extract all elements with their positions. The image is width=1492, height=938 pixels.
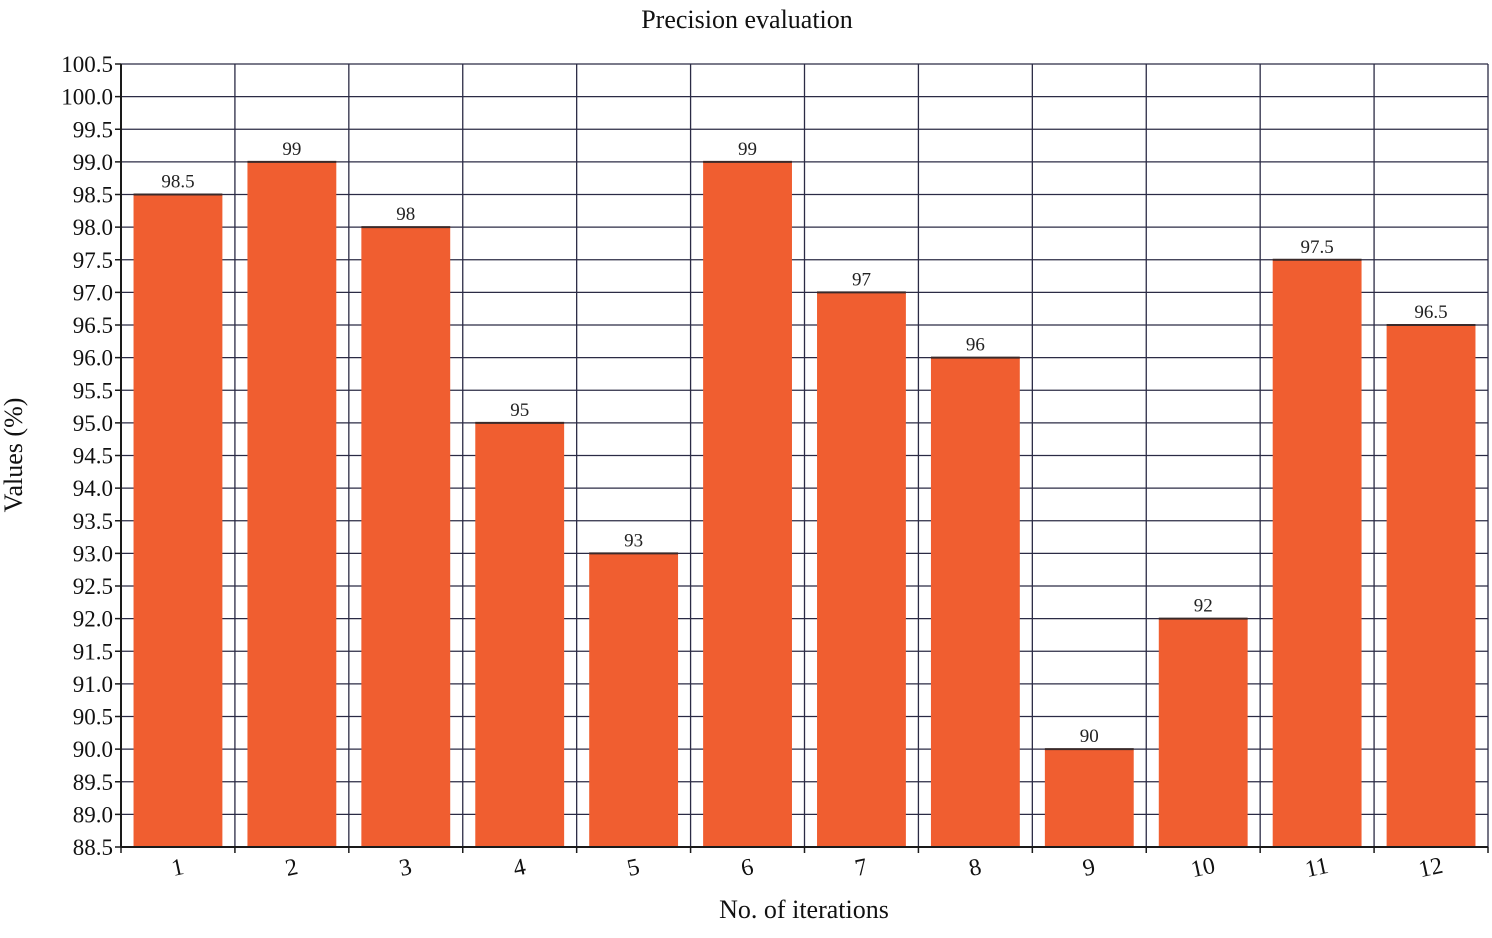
axes xyxy=(115,63,1489,853)
x-tick-label: 2 xyxy=(283,854,300,882)
x-tick-label: 8 xyxy=(967,854,984,882)
x-tick-label: 10 xyxy=(1189,853,1218,883)
y-tick-label: 91.5 xyxy=(73,639,113,664)
y-tick-label: 99.5 xyxy=(73,117,113,142)
y-tick-label: 89.0 xyxy=(73,802,113,827)
data-label: 99 xyxy=(282,139,301,160)
data-label-background xyxy=(619,529,648,551)
bar-2 xyxy=(247,161,337,847)
y-tick-label: 93.5 xyxy=(73,509,113,534)
data-label: 93 xyxy=(624,530,643,551)
y-tick-label: 99.0 xyxy=(73,150,113,175)
x-tick-label: 11 xyxy=(1303,853,1331,883)
y-tick-label: 95.0 xyxy=(73,411,113,436)
data-label-background xyxy=(505,398,534,420)
data-label-background xyxy=(1293,235,1342,257)
y-tick-label: 94.5 xyxy=(73,444,113,469)
data-label-background xyxy=(391,203,420,225)
y-tick-labels: 88.5 89.0 89.5 90.0 90.5 91.0 91.5 92.0 92.5 93.0… xyxy=(61,52,113,860)
y-tick-label: 96.0 xyxy=(73,346,113,371)
x-tick-label: 4 xyxy=(511,854,528,882)
data-label-background xyxy=(1189,594,1218,616)
y-tick-label: 96.5 xyxy=(73,313,113,338)
x-axis-title: No. of iterations xyxy=(719,895,889,924)
x-tick-label: 5 xyxy=(625,854,642,882)
bar-8 xyxy=(930,357,1020,847)
y-tick-label: 100.5 xyxy=(61,52,113,77)
bar-5 xyxy=(589,553,679,847)
data-label-background xyxy=(277,137,306,159)
x-tick-label: 6 xyxy=(739,854,756,882)
bar-1 xyxy=(133,194,223,847)
data-label: 98 xyxy=(396,204,415,225)
y-axis-title: Values (%) xyxy=(0,398,28,513)
bar-12 xyxy=(1386,325,1476,847)
x-tick-label: 9 xyxy=(1081,854,1098,882)
x-tick-labels: 1 2 3 4 5 6 7 8 9 10 11 12 xyxy=(169,853,1445,883)
data-label-background xyxy=(733,137,762,159)
y-tick-label: 92.0 xyxy=(73,607,113,632)
data-labels: 98.5 99 98 95 93 99 97 96 90 92 97.5 96.5 xyxy=(153,137,1456,747)
data-label: 97.5 xyxy=(1301,237,1334,258)
y-tick-label: 90.0 xyxy=(73,737,113,762)
y-tick-label: 98.5 xyxy=(73,183,113,208)
bar-6 xyxy=(703,161,792,847)
y-tick-label: 91.0 xyxy=(73,672,113,697)
x-tick-label: 7 xyxy=(853,854,870,882)
y-tick-label: 88.5 xyxy=(73,835,113,860)
bar-3 xyxy=(361,227,451,847)
data-label-background xyxy=(961,333,990,355)
data-label-background xyxy=(847,268,876,290)
data-label: 96.5 xyxy=(1414,302,1447,323)
bar-4 xyxy=(475,422,565,847)
data-label: 96 xyxy=(966,335,985,356)
bar-11 xyxy=(1272,259,1362,847)
data-label: 95 xyxy=(510,400,529,421)
data-label: 98.5 xyxy=(161,172,194,193)
y-tick-label: 90.5 xyxy=(73,705,113,730)
y-tick-label: 98.0 xyxy=(73,215,113,240)
y-tick-label: 93.0 xyxy=(73,541,113,566)
y-tick-label: 94.0 xyxy=(73,476,113,501)
x-tick-label: 1 xyxy=(169,854,186,882)
chart-title: Precision evaluation xyxy=(641,5,853,34)
grid-lines xyxy=(120,63,1489,848)
data-label-background xyxy=(1407,301,1456,322)
data-label: 97 xyxy=(852,269,871,290)
y-tick-label: 97.0 xyxy=(73,280,113,305)
data-label: 92 xyxy=(1194,596,1213,617)
bars xyxy=(133,160,1476,847)
y-tick-label: 89.5 xyxy=(73,770,113,795)
bar-10 xyxy=(1158,618,1248,847)
bar-9 xyxy=(1044,749,1134,847)
y-tick-label: 100.0 xyxy=(61,85,113,110)
data-label-background xyxy=(1075,725,1104,747)
data-label-background xyxy=(153,170,202,192)
y-tick-label: 92.5 xyxy=(73,574,113,599)
x-tick-label: 3 xyxy=(397,854,414,882)
bar-7 xyxy=(817,292,906,847)
data-label: 90 xyxy=(1080,726,1099,747)
y-tick-label: 97.5 xyxy=(73,248,113,273)
y-tick-label: 95.5 xyxy=(73,378,113,403)
data-label: 99 xyxy=(738,139,757,160)
x-tick-label: 12 xyxy=(1416,853,1445,883)
